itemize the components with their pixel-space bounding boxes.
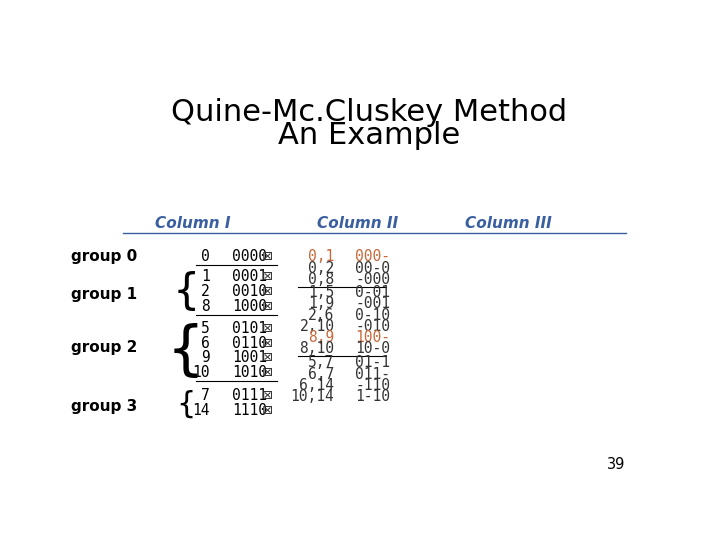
Text: 0-01: 0-01: [355, 285, 390, 300]
Text: 0111: 0111: [233, 388, 267, 403]
Text: ⊠: ⊠: [262, 337, 273, 350]
Text: ⊠: ⊠: [262, 352, 273, 365]
Text: group 1: group 1: [71, 287, 138, 302]
Text: 100-: 100-: [355, 330, 390, 345]
Text: 0010: 0010: [233, 284, 267, 299]
Text: group 3: group 3: [71, 399, 138, 414]
Text: 011-: 011-: [355, 367, 390, 382]
Text: 0000: 0000: [233, 249, 267, 265]
Text: 00-0: 00-0: [355, 261, 390, 275]
Text: {: {: [176, 389, 196, 418]
Text: 1-10: 1-10: [355, 389, 390, 404]
Text: -110: -110: [355, 378, 390, 393]
Text: 0,1: 0,1: [308, 249, 334, 265]
Text: 6: 6: [201, 336, 210, 351]
Text: 7: 7: [201, 388, 210, 403]
Text: 14: 14: [192, 403, 210, 418]
Text: ⊠: ⊠: [262, 404, 273, 417]
Text: Column I: Column I: [156, 216, 231, 231]
Text: group 2: group 2: [71, 340, 138, 355]
Text: -000: -000: [355, 272, 390, 287]
Text: 000-: 000-: [355, 249, 390, 265]
Text: 0001: 0001: [233, 269, 267, 285]
Text: -001: -001: [355, 296, 390, 312]
Text: -010: -010: [355, 319, 390, 334]
Text: 0101: 0101: [233, 321, 267, 336]
Text: ⊠: ⊠: [262, 366, 273, 379]
Text: 2: 2: [201, 284, 210, 299]
Text: 6,14: 6,14: [300, 378, 334, 393]
Text: 0: 0: [201, 249, 210, 265]
Text: 0-10: 0-10: [355, 308, 390, 322]
Text: 2,10: 2,10: [300, 319, 334, 334]
Text: 1,9: 1,9: [308, 296, 334, 312]
Text: 1001: 1001: [233, 350, 267, 366]
Text: Quine-Mc.Cluskey Method: Quine-Mc.Cluskey Method: [171, 98, 567, 127]
Text: 1,5: 1,5: [308, 285, 334, 300]
Text: 0110: 0110: [233, 336, 267, 351]
Text: Column II: Column II: [318, 216, 398, 231]
Text: 0,2: 0,2: [308, 261, 334, 275]
Text: 1110: 1110: [233, 403, 267, 418]
Text: ⊠: ⊠: [262, 271, 273, 284]
Text: 5: 5: [201, 321, 210, 336]
Text: {: {: [172, 271, 199, 313]
Text: ⊠: ⊠: [262, 389, 273, 402]
Text: 1000: 1000: [233, 299, 267, 314]
Text: 39: 39: [607, 457, 626, 472]
Text: 1: 1: [201, 269, 210, 285]
Text: 0,8: 0,8: [308, 272, 334, 287]
Text: 9: 9: [201, 350, 210, 366]
Text: 2,6: 2,6: [308, 308, 334, 322]
Text: 6,7: 6,7: [308, 367, 334, 382]
Text: {: {: [167, 323, 205, 380]
Text: 10,14: 10,14: [291, 389, 334, 404]
Text: 8,10: 8,10: [300, 341, 334, 356]
Text: 5,7: 5,7: [308, 355, 334, 370]
Text: 1010: 1010: [233, 365, 267, 380]
Text: 10-0: 10-0: [355, 341, 390, 356]
Text: group 0: group 0: [71, 249, 138, 265]
Text: ⊠: ⊠: [262, 300, 273, 313]
Text: Column III: Column III: [465, 216, 552, 231]
Text: 8,9: 8,9: [308, 330, 334, 345]
Text: An Example: An Example: [278, 121, 460, 150]
Text: ⊠: ⊠: [262, 251, 273, 264]
Text: 10: 10: [192, 365, 210, 380]
Text: 01-1: 01-1: [355, 355, 390, 370]
Text: ⊠: ⊠: [262, 285, 273, 298]
Text: ⊠: ⊠: [262, 322, 273, 335]
Text: 8: 8: [201, 299, 210, 314]
